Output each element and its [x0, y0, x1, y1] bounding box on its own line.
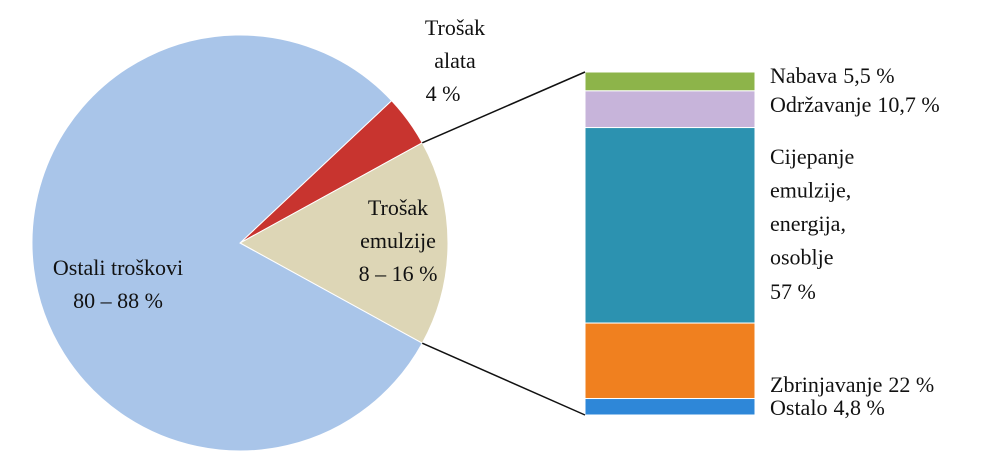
segment-label: Ostalo 4,8 % — [770, 395, 885, 420]
slice-value-label: 80 – 88 % — [73, 288, 163, 313]
segment-name: Zbrinjavanje — [770, 372, 882, 397]
segment-label: Održavanje 10,7 % — [770, 92, 940, 117]
segment-value: 5,5 % — [843, 63, 894, 88]
slice-label: Trošak — [425, 15, 485, 40]
segment-value: 4,8 % — [833, 395, 884, 420]
segment-label: osoblje — [770, 245, 834, 270]
bar-segment — [584, 322, 756, 400]
segment-label: Nabava 5,5 % — [770, 63, 895, 88]
slice-value-label: 8 – 16 % — [359, 261, 438, 286]
connector — [421, 342, 586, 416]
bar-segment — [584, 398, 756, 416]
segment-label: energija, — [770, 211, 846, 236]
pie-slice — [238, 142, 449, 344]
segment-label: Cijepanje — [770, 144, 854, 169]
slice-label: emulzije — [360, 228, 436, 253]
slice-label: Ostali troškovi — [53, 255, 183, 280]
bar-segment — [584, 90, 756, 129]
segment-value: 57 % — [770, 279, 816, 304]
segment-name: Održavanje — [770, 92, 871, 117]
slice-value-label: 4 % — [426, 81, 461, 106]
slice-label: alata — [434, 48, 476, 73]
segment-value: 10,7 % — [877, 92, 939, 117]
pie-slice — [31, 34, 423, 452]
segment-name: Ostalo — [770, 395, 827, 420]
segment-name: Nabava — [770, 63, 837, 88]
slice-label: Trošak — [368, 195, 428, 220]
connector — [421, 71, 586, 144]
segment-label: emulzije, — [770, 178, 851, 203]
segment-label: Zbrinjavanje 22 % — [770, 372, 934, 397]
bar-segment — [584, 127, 756, 324]
bar-segment — [584, 71, 756, 92]
segment-value: 22 % — [888, 372, 934, 397]
